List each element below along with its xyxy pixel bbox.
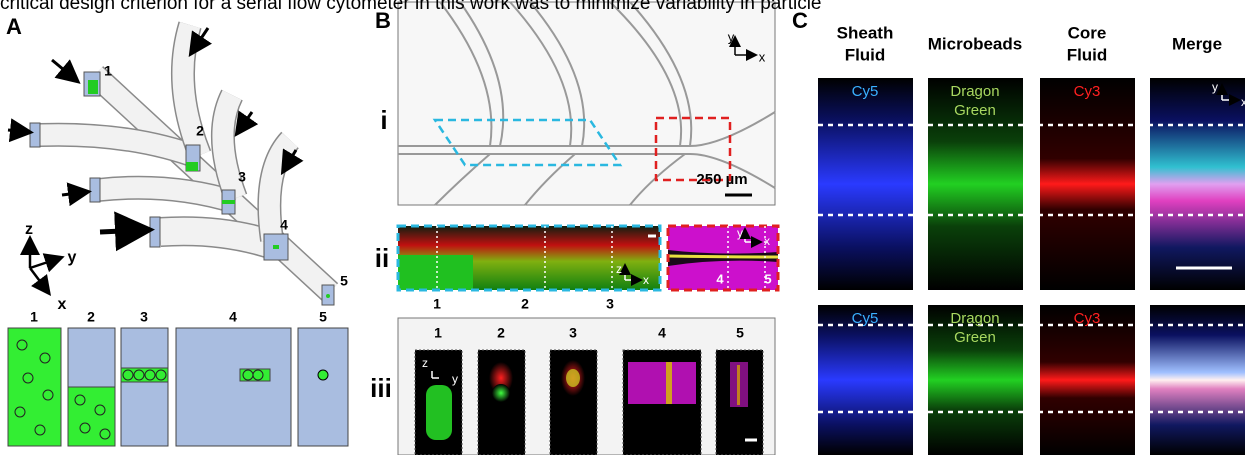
channel-label: 1 xyxy=(104,63,112,79)
channel-label: 5 xyxy=(340,273,348,289)
cross-section-label: 2 xyxy=(87,309,95,325)
column-header: Core xyxy=(1068,23,1107,42)
position-label: 2 xyxy=(521,296,529,312)
figure: critical design criterion for a serial f… xyxy=(0,0,1255,455)
position-label: 2 xyxy=(497,325,505,341)
position-label: 1 xyxy=(434,325,442,341)
axis-label: z xyxy=(422,356,428,370)
axis-label: x xyxy=(58,296,67,313)
position-label: 1 xyxy=(433,296,441,312)
dye-label: Dragon xyxy=(950,310,999,327)
cross-section-label: 1 xyxy=(30,309,38,325)
dye-label: Green xyxy=(954,329,996,346)
axis-label: x xyxy=(764,234,770,248)
dye-label: Green xyxy=(954,102,996,119)
column-header: Sheath xyxy=(837,23,894,42)
dye-label: Cy3 xyxy=(1074,310,1101,327)
dye-label: Cy5 xyxy=(852,83,879,100)
channel-drawing xyxy=(8,25,334,305)
cross-section-label: 4 xyxy=(229,309,237,325)
position-label: 5 xyxy=(764,271,771,286)
dye-label: Cy5 xyxy=(852,310,879,327)
panel-label: B xyxy=(375,8,391,33)
position-label: 5 xyxy=(736,325,744,341)
position-label: 3 xyxy=(569,325,577,341)
panel-label: C xyxy=(792,8,808,33)
axis-label: x xyxy=(1241,95,1247,109)
panel-c-images xyxy=(818,78,1245,455)
axis-label: y xyxy=(728,29,735,44)
panel-b-iii xyxy=(398,318,775,455)
row-label: i xyxy=(380,105,387,135)
dye-label: Dragon xyxy=(950,83,999,100)
column-header: Fluid xyxy=(1067,45,1108,64)
channel-label: 3 xyxy=(238,169,246,185)
dye-label: Cy3 xyxy=(1074,83,1101,100)
axis-label: x xyxy=(643,273,649,287)
scale-bar: 250 µm xyxy=(696,171,747,188)
row-label: ii xyxy=(375,243,389,273)
position-label: 3 xyxy=(606,296,614,312)
axis-label: z xyxy=(25,221,33,238)
column-header: Microbeads xyxy=(928,34,1022,53)
cross-section-label: 5 xyxy=(319,309,327,325)
axis-label: y xyxy=(737,226,743,240)
axis-label: y xyxy=(68,249,77,266)
body-text: critical design criterion for a serial f… xyxy=(0,0,822,14)
axis-label: y xyxy=(452,372,458,386)
column-header: Merge xyxy=(1172,34,1222,53)
axis-label: y xyxy=(1212,80,1218,94)
row-label: iii xyxy=(370,373,392,403)
channel-label: 2 xyxy=(196,123,204,139)
axis-label: x xyxy=(759,49,766,64)
position-label: 4 xyxy=(716,271,724,286)
panel-label: A xyxy=(6,14,22,39)
position-label: 4 xyxy=(658,325,666,341)
cross-sections xyxy=(8,328,348,446)
column-header: Fluid xyxy=(845,45,886,64)
cross-section-label: 3 xyxy=(140,309,148,325)
axis-label: z xyxy=(616,262,622,276)
channel-label: 4 xyxy=(280,217,288,233)
